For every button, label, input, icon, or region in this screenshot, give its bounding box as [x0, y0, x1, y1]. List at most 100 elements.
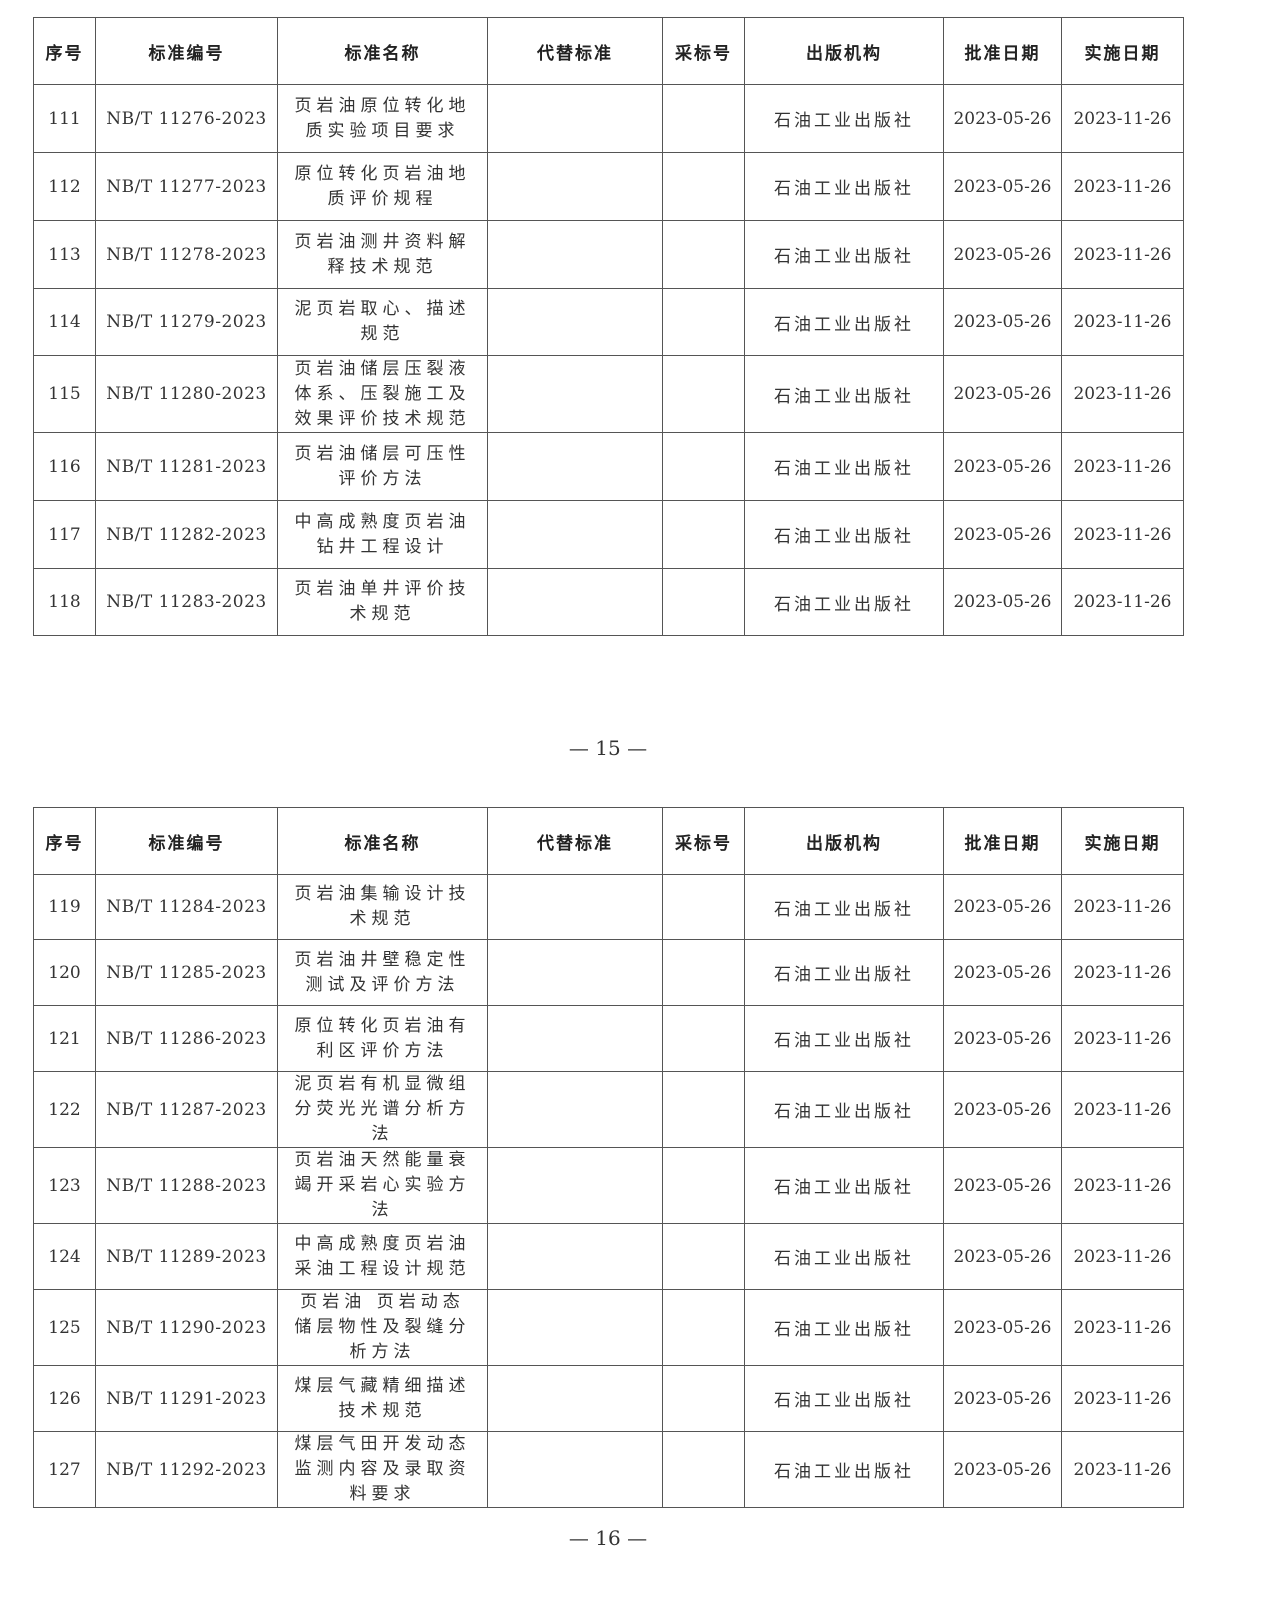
publisher: 石油工业出版社	[774, 247, 914, 267]
row-number-cell: 114	[33, 288, 96, 356]
approval-date: 2023-05-26	[953, 456, 1052, 477]
standard-code-cell: NB/T 11286-2023	[95, 1005, 278, 1072]
adopted-standard-cell	[662, 568, 745, 636]
table-header-row: 序号 标准编号 标准名称 代替标准 采标号 出版机构 批准日期 实施日期	[33, 807, 1184, 875]
implementation-date: 2023-11-26	[1073, 1388, 1172, 1409]
standard-code-cell: NB/T 11283-2023	[95, 568, 278, 636]
replaced-standard-cell	[487, 432, 663, 501]
publisher-cell: 石油工业出版社	[744, 939, 944, 1006]
publisher-cell: 石油工业出版社	[744, 432, 944, 501]
publisher: 石油工业出版社	[774, 1031, 914, 1051]
row-number: 111	[48, 108, 81, 129]
standard-name: 页岩油井壁稳定性测试及评价方法	[294, 949, 471, 995]
row-number: 117	[48, 524, 81, 545]
row-number: 123	[48, 1175, 81, 1196]
standard-code: NB/T 11281-2023	[106, 456, 267, 477]
publisher: 石油工业出版社	[774, 899, 914, 920]
table-row: 123 NB/T 11288-2023 页岩油天然能量衰竭开采岩心实验方法 石油工业出…	[33, 1147, 1184, 1224]
standard-code: NB/T 11276-2023	[106, 108, 267, 129]
replaced-standard-cell	[487, 1365, 663, 1432]
adopted-standard-cell	[662, 1223, 745, 1290]
implementation-date: 2023-11-26	[1073, 1459, 1172, 1480]
publisher-cell: 石油工业出版社	[744, 1005, 944, 1072]
row-number-cell: 125	[33, 1289, 96, 1366]
publisher-cell: 石油工业出版社	[744, 1431, 944, 1508]
standard-name-cell: 页岩油测井资料解释技术规范	[277, 220, 488, 289]
replaced-standard-cell	[487, 939, 663, 1006]
approval-date: 2023-05-26	[953, 176, 1052, 197]
approval-date-cell: 2023-05-26	[943, 1289, 1062, 1366]
column-header-implementation-date: 实施日期	[1061, 807, 1184, 875]
approval-date: 2023-05-26	[953, 592, 1052, 612]
approval-date: 2023-05-26	[953, 1317, 1052, 1338]
standard-name-cell: 页岩油单井评价技术规范	[277, 568, 488, 636]
standard-name-cell: 页岩油储层可压性评价方法	[277, 432, 488, 501]
implementation-date: 2023-11-26	[1073, 1246, 1172, 1267]
standard-name: 页岩油单井评价技术规范	[294, 579, 471, 624]
standard-code: NB/T 11278-2023	[106, 244, 267, 265]
replaced-standard-cell	[487, 84, 663, 153]
approval-date-cell: 2023-05-26	[943, 220, 1062, 289]
approval-date-cell: 2023-05-26	[943, 1365, 1062, 1432]
implementation-date: 2023-11-26	[1073, 1175, 1172, 1196]
publisher-cell: 石油工业出版社	[744, 220, 944, 289]
approval-date: 2023-05-26	[953, 1099, 1052, 1120]
replaced-standard-cell	[487, 500, 663, 569]
standard-name: 页岩油测井资料解释技术规范	[294, 231, 471, 277]
standard-name-cell: 中高成熟度页岩油钻井工程设计	[277, 500, 488, 569]
row-number-cell: 126	[33, 1365, 96, 1432]
approval-date: 2023-05-26	[953, 1028, 1052, 1049]
publisher: 石油工业出版社	[774, 594, 914, 615]
table-row: 114 NB/T 11279-2023 泥页岩取心、描述规范 石油工业出版社 2023-…	[33, 288, 1184, 356]
adopted-standard-cell	[662, 288, 745, 356]
implementation-date: 2023-11-26	[1073, 592, 1172, 612]
table-row: 122 NB/T 11287-2023 泥页岩有机显微组分荧光光谱分析方法 石油工业出…	[33, 1071, 1184, 1148]
publisher-cell: 石油工业出版社	[744, 152, 944, 221]
row-number-cell: 115	[33, 355, 96, 433]
table-row: 112 NB/T 11277-2023 原位转化页岩油地质评价规程 石油工业出版社 20…	[33, 152, 1184, 221]
publisher-cell: 石油工业出版社	[744, 568, 944, 636]
row-number: 115	[48, 384, 81, 404]
standard-name: 原位转化页岩油有利区评价方法	[294, 1015, 471, 1061]
replaced-standard-cell	[487, 874, 663, 940]
publisher: 石油工业出版社	[774, 965, 914, 985]
standard-name-cell: 煤层气田开发动态监测内容及录取资料要求	[277, 1431, 488, 1508]
standard-name: 煤层气藏精细描述技术规范	[294, 1375, 471, 1421]
implementation-date-cell: 2023-11-26	[1061, 288, 1184, 356]
implementation-date: 2023-11-26	[1073, 384, 1172, 404]
approval-date: 2023-05-26	[953, 962, 1052, 983]
row-number: 119	[48, 897, 81, 917]
row-number-cell: 122	[33, 1071, 96, 1148]
implementation-date-cell: 2023-11-26	[1061, 500, 1184, 569]
implementation-date-cell: 2023-11-26	[1061, 1431, 1184, 1508]
publisher-cell: 石油工业出版社	[744, 874, 944, 940]
approval-date-cell: 2023-05-26	[943, 1431, 1062, 1508]
standard-name-cell: 页岩油 页岩动态储层物性及裂缝分析方法	[277, 1289, 488, 1366]
table-row: 111 NB/T 11276-2023 页岩油原位转化地质实验项目要求 石油工业出版社…	[33, 84, 1184, 153]
replaced-standard-cell	[487, 288, 663, 356]
standards-table-page-16: 序号 标准编号 标准名称 代替标准 采标号 出版机构 批准日期 实施日期 119 NB/T 112…	[33, 807, 1184, 1508]
adopted-standard-cell	[662, 1147, 745, 1224]
standard-name: 煤层气田开发动态监测内容及录取资料要求	[294, 1434, 471, 1504]
publisher: 石油工业出版社	[774, 527, 914, 547]
column-header-standard-name: 标准名称	[277, 17, 488, 85]
row-number-cell: 111	[33, 84, 96, 153]
approval-date-cell: 2023-05-26	[943, 152, 1062, 221]
implementation-date: 2023-11-26	[1073, 1099, 1172, 1120]
table-row: 124 NB/T 11289-2023 中高成熟度页岩油采油工程设计规范 石油工业出版…	[33, 1223, 1184, 1290]
standard-name-cell: 页岩油井壁稳定性测试及评价方法	[277, 939, 488, 1006]
row-number-cell: 124	[33, 1223, 96, 1290]
row-number: 116	[48, 456, 81, 477]
row-number-cell: 119	[33, 874, 96, 940]
implementation-date-cell: 2023-11-26	[1061, 939, 1184, 1006]
publisher-cell: 石油工业出版社	[744, 84, 944, 153]
implementation-date: 2023-11-26	[1073, 456, 1172, 477]
standard-name: 页岩油储层压裂液体系、压裂施工及效果评价技术规范	[294, 358, 471, 429]
adopted-standard-cell	[662, 432, 745, 501]
standard-code-cell: NB/T 11291-2023	[95, 1365, 278, 1432]
column-header-standard-code: 标准编号	[95, 17, 278, 85]
adopted-standard-cell	[662, 500, 745, 569]
row-number-cell: 127	[33, 1431, 96, 1508]
row-number: 125	[48, 1317, 81, 1338]
approval-date: 2023-05-26	[953, 312, 1052, 332]
